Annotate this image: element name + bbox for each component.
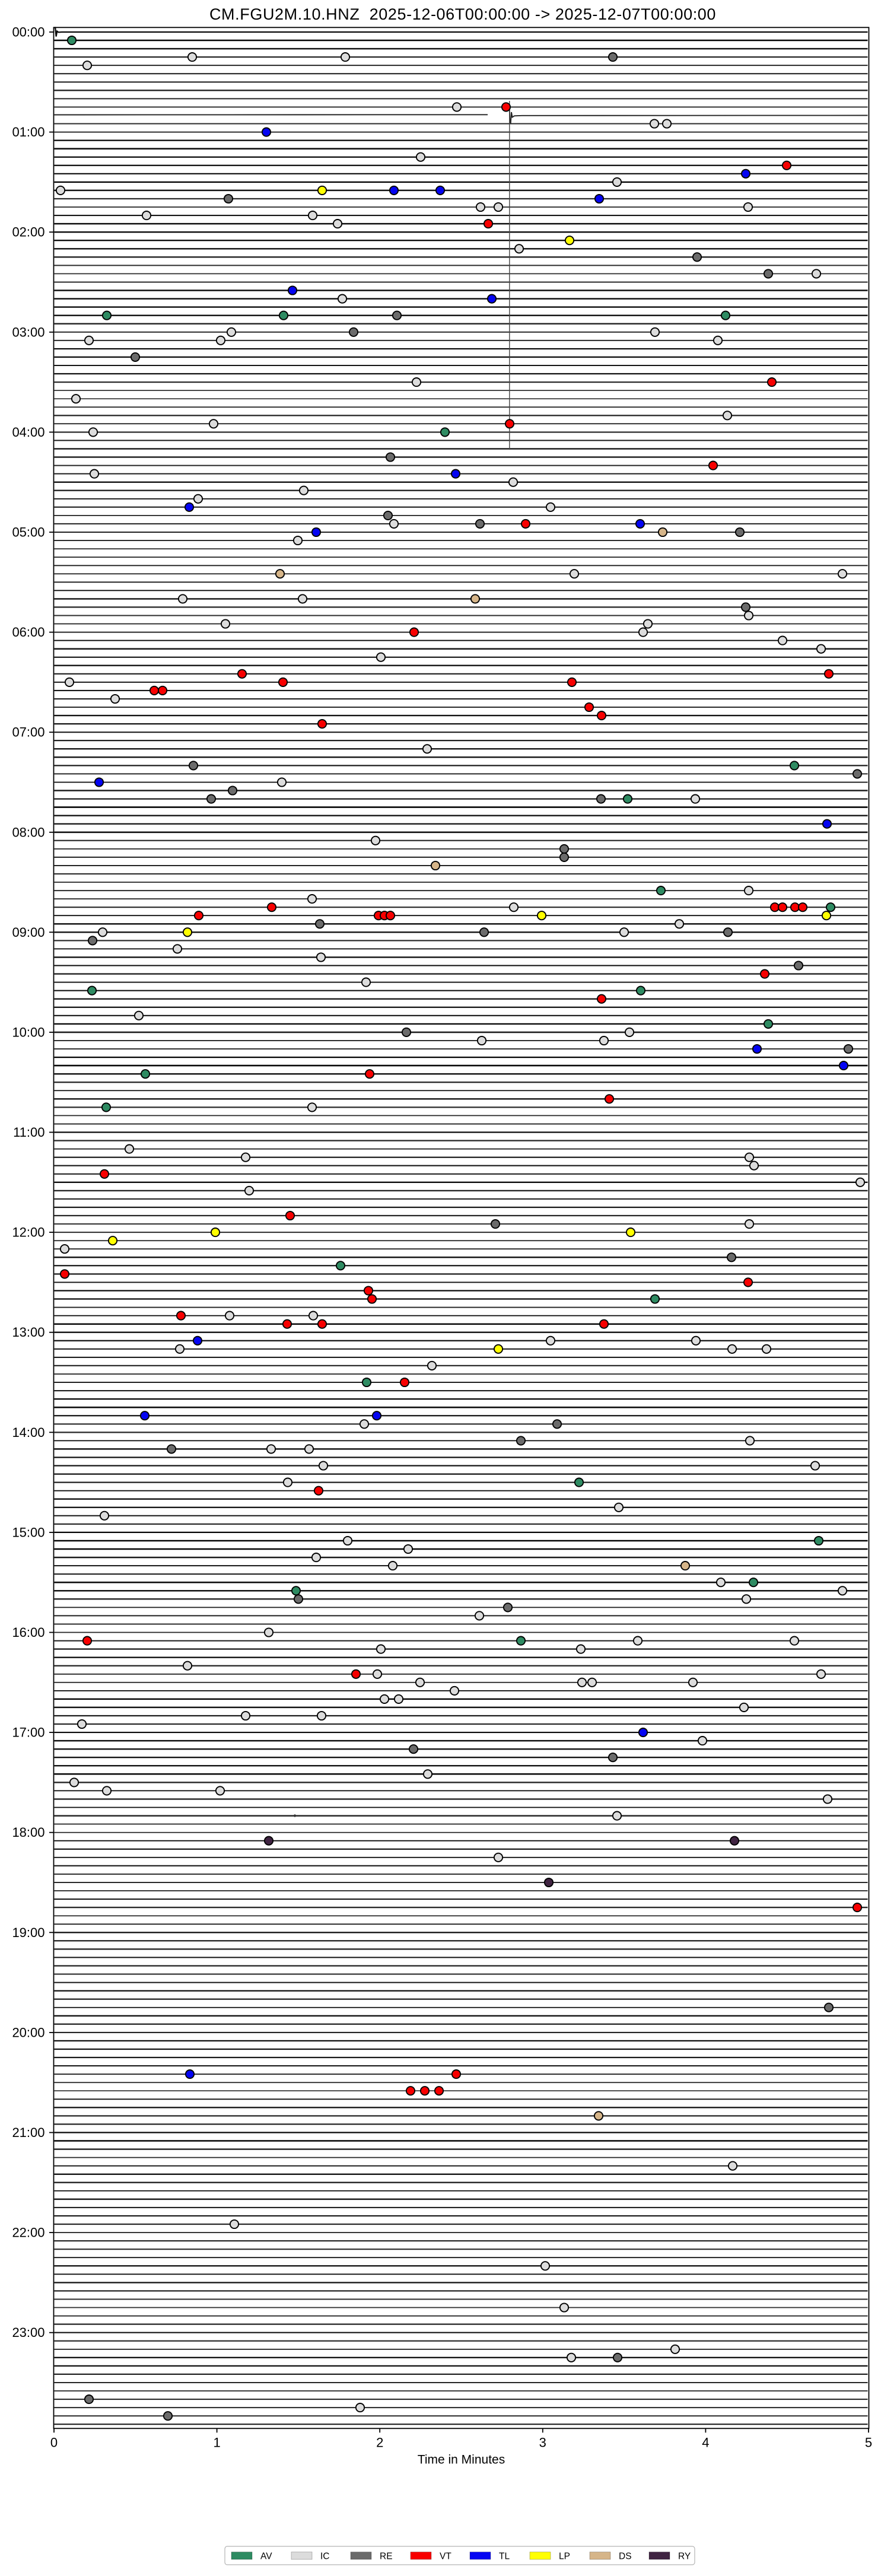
svg-text:2: 2 (376, 2435, 383, 2450)
svg-text:16:00: 16:00 (12, 1625, 44, 1640)
svg-text:0: 0 (50, 2435, 58, 2450)
svg-text:07:00: 07:00 (12, 725, 44, 740)
svg-text:14:00: 14:00 (12, 1425, 44, 1440)
svg-text:03:00: 03:00 (12, 325, 44, 339)
svg-text:20:00: 20:00 (12, 2025, 44, 2040)
svg-text:CM.FGU2M.10.HNZ 2025-12-06T00: CM.FGU2M.10.HNZ 2025-12-06T00:00:00 -> 2… (209, 5, 716, 23)
svg-text:22:00: 22:00 (12, 2225, 44, 2240)
svg-text:04:00: 04:00 (12, 425, 44, 440)
svg-text:00:00: 00:00 (12, 25, 44, 40)
svg-text:17:00: 17:00 (12, 1725, 44, 1740)
svg-text:08:00: 08:00 (12, 825, 44, 839)
svg-text:RY: RY (678, 2552, 691, 2562)
svg-text:06:00: 06:00 (12, 625, 44, 640)
svg-text:LP: LP (559, 2552, 570, 2562)
svg-text:4: 4 (702, 2435, 709, 2450)
svg-text:Time in Minutes: Time in Minutes (418, 2453, 505, 2466)
svg-text:TL: TL (499, 2552, 510, 2562)
svg-text:18:00: 18:00 (12, 1825, 44, 1840)
svg-text:02:00: 02:00 (12, 225, 44, 240)
svg-text:12:00: 12:00 (12, 1225, 44, 1240)
svg-text:IC: IC (320, 2552, 330, 2562)
svg-text:21:00: 21:00 (12, 2125, 44, 2140)
svg-text:AV: AV (260, 2552, 272, 2562)
svg-text:19:00: 19:00 (12, 1925, 44, 1940)
svg-text:5: 5 (865, 2435, 872, 2450)
svg-text:13:00: 13:00 (12, 1325, 44, 1340)
svg-text:VT: VT (440, 2552, 451, 2562)
svg-text:15:00: 15:00 (12, 1525, 44, 1540)
svg-text:09:00: 09:00 (12, 925, 44, 940)
svg-text:10:00: 10:00 (12, 1025, 44, 1039)
svg-text:1: 1 (213, 2435, 220, 2450)
svg-text:3: 3 (539, 2435, 546, 2450)
svg-text:11:00: 11:00 (13, 1125, 44, 1140)
svg-text:RE: RE (380, 2552, 393, 2562)
svg-text:DS: DS (619, 2552, 632, 2562)
svg-text:23:00: 23:00 (12, 2325, 44, 2340)
svg-text:05:00: 05:00 (12, 525, 44, 540)
svg-text:01:00: 01:00 (12, 125, 44, 139)
